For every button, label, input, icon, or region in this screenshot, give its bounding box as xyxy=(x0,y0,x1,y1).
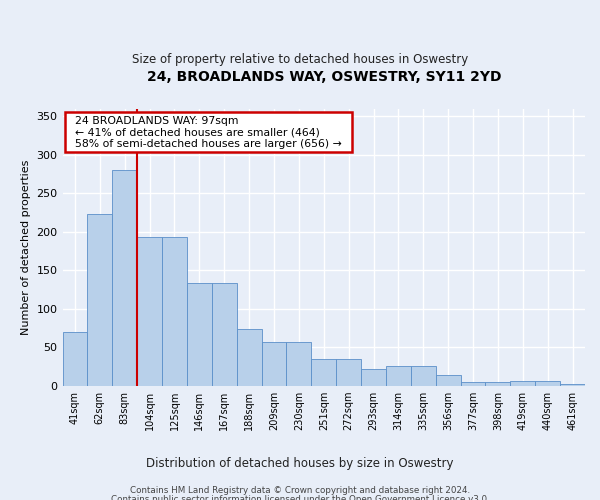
Bar xyxy=(535,381,560,386)
Bar xyxy=(386,366,411,386)
Bar xyxy=(485,382,511,386)
Bar xyxy=(411,366,436,386)
Bar xyxy=(560,384,585,386)
Bar xyxy=(461,382,485,386)
Bar xyxy=(88,214,112,386)
Bar xyxy=(112,170,137,386)
Bar xyxy=(236,330,262,386)
Bar xyxy=(212,284,236,386)
Text: 24 BROADLANDS WAY: 97sqm  
  ← 41% of detached houses are smaller (464)  
  58% : 24 BROADLANDS WAY: 97sqm ← 41% of detach… xyxy=(68,116,349,149)
Bar xyxy=(187,284,212,386)
Bar xyxy=(286,342,311,386)
Bar xyxy=(162,237,187,386)
Bar xyxy=(262,342,286,386)
Bar xyxy=(361,368,386,386)
Bar xyxy=(511,381,535,386)
Text: Distribution of detached houses by size in Oswestry: Distribution of detached houses by size … xyxy=(146,458,454,470)
Bar xyxy=(62,332,88,386)
Text: Contains public sector information licensed under the Open Government Licence v3: Contains public sector information licen… xyxy=(110,495,490,500)
Bar xyxy=(137,237,162,386)
Text: Size of property relative to detached houses in Oswestry: Size of property relative to detached ho… xyxy=(132,52,468,66)
Text: Contains HM Land Registry data © Crown copyright and database right 2024.: Contains HM Land Registry data © Crown c… xyxy=(130,486,470,495)
Bar xyxy=(436,375,461,386)
Y-axis label: Number of detached properties: Number of detached properties xyxy=(21,160,31,335)
Title: 24, BROADLANDS WAY, OSWESTRY, SY11 2YD: 24, BROADLANDS WAY, OSWESTRY, SY11 2YD xyxy=(146,70,501,84)
Bar xyxy=(336,358,361,386)
Bar xyxy=(311,358,336,386)
